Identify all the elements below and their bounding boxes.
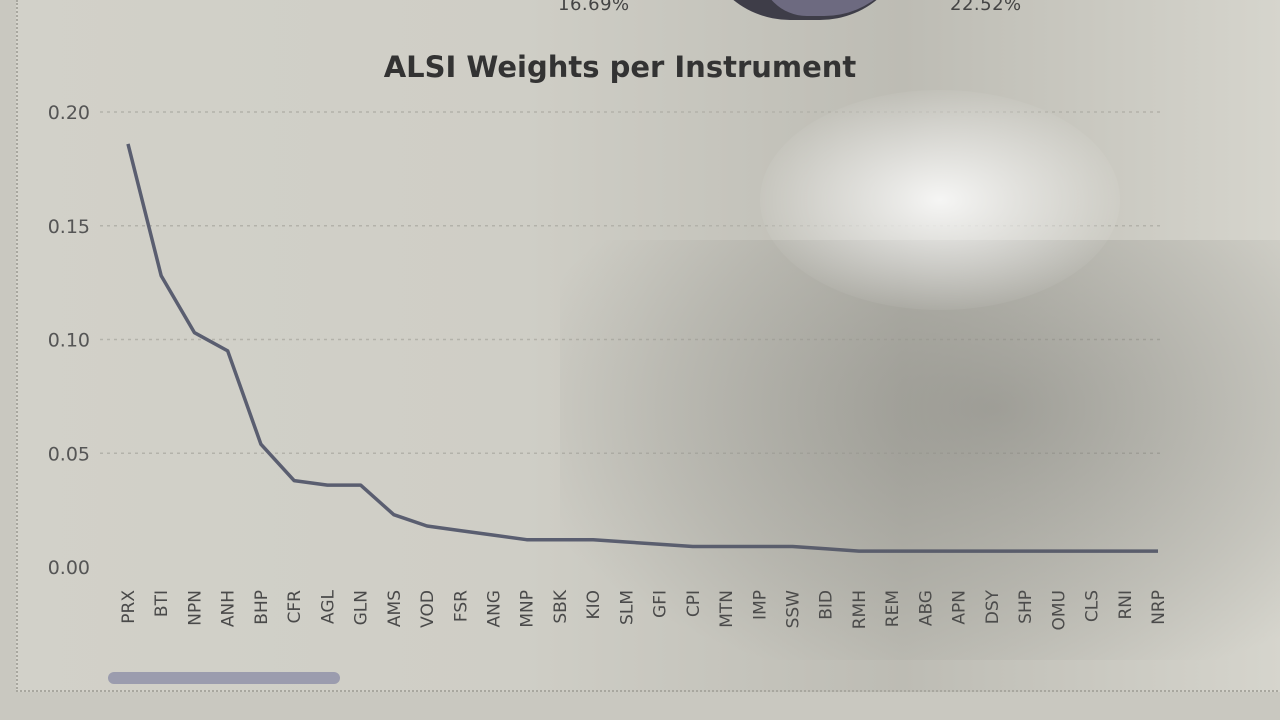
x-tick-label: RMH <box>850 590 870 629</box>
x-tick-label: ANH <box>219 590 239 627</box>
data-point-apn <box>957 549 961 553</box>
x-tick-label: BHP <box>252 590 272 625</box>
data-point-anh <box>226 349 230 353</box>
x-tick-label: MTN <box>717 590 737 628</box>
x-tick-label: REM <box>883 590 903 627</box>
x-tick-label: AGL <box>318 589 338 624</box>
data-point-ams <box>392 513 396 517</box>
data-point-sbk <box>558 538 562 542</box>
x-tick-label: SLM <box>617 590 637 625</box>
data-point-rmh <box>857 549 861 553</box>
data-point-bti <box>159 274 163 278</box>
data-point-dsy <box>990 549 994 553</box>
x-tick-label: SBK <box>551 589 571 623</box>
data-point-cfr <box>292 479 296 483</box>
data-point-gfi <box>658 542 662 546</box>
data-point-mtn <box>724 545 728 549</box>
data-point-agl <box>325 483 329 487</box>
data-point-imp <box>757 545 761 549</box>
x-tick-label: IMP <box>750 590 770 620</box>
y-tick-label: 0.20 <box>48 102 90 124</box>
x-tick-label: CPI <box>684 590 704 617</box>
data-point-shp <box>1023 549 1027 553</box>
data-point-abg <box>923 549 927 553</box>
data-point-bhp <box>259 442 263 446</box>
x-tick-label: AMS <box>385 590 405 627</box>
data-point-cls <box>1090 549 1094 553</box>
x-tick-label: PRX <box>119 590 139 624</box>
data-point-fsr <box>458 529 462 533</box>
y-tick-label: 0.05 <box>48 443 90 465</box>
x-tick-label: NRP <box>1149 590 1169 625</box>
y-tick-label: 0.10 <box>48 330 90 352</box>
data-point-ssw <box>791 545 795 549</box>
pie-label-left: 16.69% <box>558 0 630 15</box>
data-point-kio <box>591 538 595 542</box>
series-line <box>126 143 1158 553</box>
data-point-nrp <box>1156 549 1160 553</box>
x-tick-label: MNP <box>518 590 538 628</box>
chart-title: ALSI Weights per Instrument <box>383 50 857 84</box>
x-tick-label: CFR <box>285 590 305 624</box>
pie-label-right: 22.52% <box>950 0 1022 15</box>
x-tick-label: SHP <box>1016 590 1036 624</box>
data-point-ang <box>491 533 495 537</box>
x-tick-label: APN <box>950 590 970 625</box>
data-point-omu <box>1056 549 1060 553</box>
data-point-npn <box>192 331 196 335</box>
x-tick-label: OMU <box>1049 590 1069 631</box>
data-point-prx <box>126 142 130 146</box>
x-tick-label: ABG <box>916 590 936 626</box>
x-tick-label: BTI <box>152 590 172 617</box>
data-point-mnp <box>525 538 529 542</box>
data-point-slm <box>624 540 628 544</box>
data-point-gln <box>359 483 363 487</box>
x-tick-label: RNI <box>1116 590 1136 620</box>
x-tick-label: KIO <box>584 590 604 620</box>
data-point-bid <box>824 547 828 551</box>
x-tick-label: FSR <box>451 590 471 622</box>
y-tick-label: 0.15 <box>48 216 90 238</box>
x-tick-label: CLS <box>1083 590 1103 622</box>
data-point-rem <box>890 549 894 553</box>
x-tick-label: DSY <box>983 589 1003 624</box>
x-tick-label: NPN <box>185 590 205 626</box>
x-tick-label: BID <box>817 590 837 620</box>
y-tick-label: 0.00 <box>48 557 90 579</box>
data-point-rni <box>1123 549 1127 553</box>
x-tick-label: SSW <box>784 590 804 629</box>
x-tick-label: GLN <box>352 590 372 625</box>
horizontal-scrollbar[interactable] <box>108 672 340 684</box>
x-tick-label: GFI <box>651 590 671 618</box>
data-point-cpi <box>691 545 695 549</box>
data-point-vod <box>425 524 429 528</box>
x-tick-label: VOD <box>418 590 438 628</box>
x-tick-label: ANG <box>484 590 504 628</box>
